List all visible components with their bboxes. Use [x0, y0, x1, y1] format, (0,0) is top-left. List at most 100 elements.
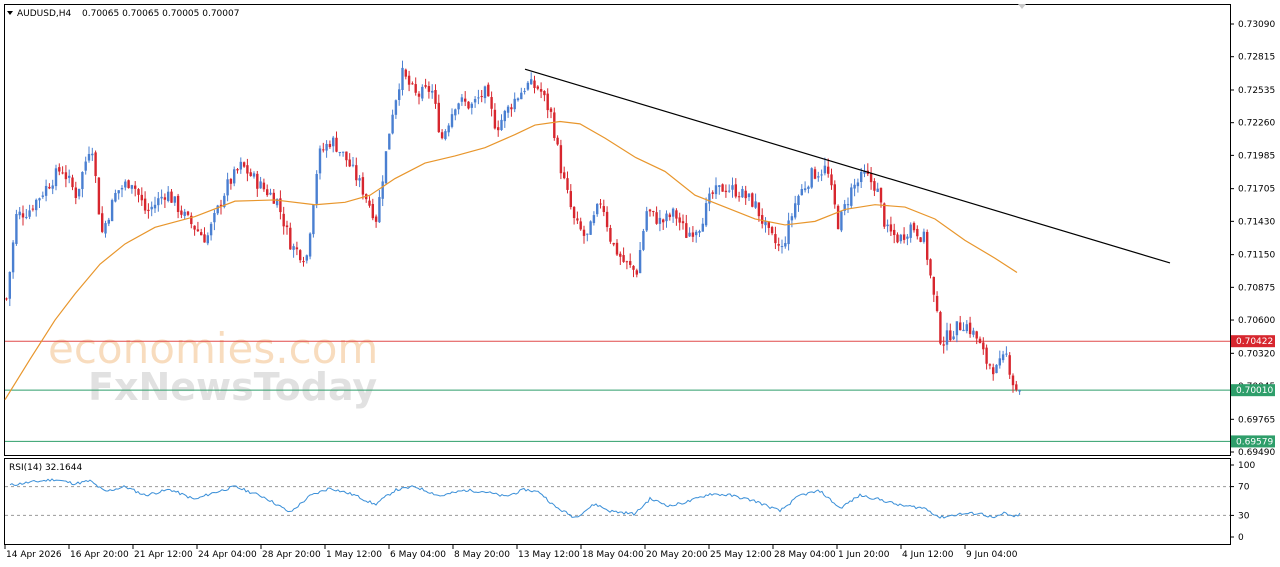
moving-average-line	[4, 120, 1018, 401]
candle-body	[120, 187, 124, 190]
candle-body	[754, 201, 757, 208]
support-price-tag	[1231, 384, 1275, 397]
candle-body	[374, 216, 378, 222]
candle-body	[434, 90, 437, 104]
candle-body	[724, 190, 728, 193]
candle-body	[173, 196, 176, 203]
candle-body	[460, 97, 464, 102]
scroll-marker-icon[interactable]	[1018, 4, 1026, 9]
candle-body	[922, 231, 926, 242]
candle-body	[850, 187, 853, 206]
candle-body	[483, 86, 487, 99]
candle-body	[932, 276, 935, 295]
lower-price-tag	[1231, 435, 1275, 448]
candle-body	[361, 177, 365, 195]
candle-body	[827, 166, 830, 174]
candle-body	[147, 209, 150, 212]
time-tick-label: 14 Apr 2026	[6, 550, 62, 560]
candle-body	[572, 206, 576, 219]
candle-body	[233, 169, 236, 184]
candle-body	[830, 174, 833, 186]
candle-body	[992, 367, 995, 375]
candle-body	[77, 188, 81, 197]
candle-body	[209, 223, 213, 236]
candle-body	[272, 192, 275, 204]
candle-body	[658, 217, 662, 224]
candle-body	[252, 173, 256, 177]
candle-body	[302, 261, 305, 263]
candle-body	[464, 98, 467, 102]
candle-body	[645, 211, 648, 231]
candle-body	[81, 171, 84, 190]
candle-body	[21, 213, 25, 218]
candle-body	[629, 261, 632, 265]
candles	[5, 60, 1021, 395]
candle-body	[358, 178, 361, 181]
candle-body	[767, 221, 770, 228]
resistance-price-tag-label: 0.70422	[1236, 337, 1273, 347]
candle-body	[734, 184, 737, 197]
candle-body	[378, 197, 381, 223]
candle-body	[150, 206, 153, 210]
candle-body	[959, 322, 962, 331]
candle-body	[942, 344, 945, 346]
candle-body	[856, 182, 860, 187]
time-axis: 14 Apr 2026 16 Apr 20:00 21 Apr 12:00 24 Ap…	[4, 545, 1018, 560]
candle-body	[926, 231, 929, 260]
candle-body	[840, 211, 843, 231]
candle-body	[275, 198, 279, 206]
candle-body	[414, 84, 417, 93]
rsi-line	[9, 478, 1021, 519]
candle-body	[107, 219, 110, 224]
rsi-pane: 100 70 30 0	[5, 461, 1255, 543]
candle-body	[803, 188, 807, 191]
candle-body	[256, 173, 259, 189]
candle-body	[711, 192, 714, 194]
candle-body	[817, 176, 820, 178]
candle-body	[536, 86, 539, 89]
candle-body	[493, 109, 497, 129]
candle-body	[741, 188, 744, 198]
candle-body	[1011, 375, 1015, 386]
candle-body	[285, 225, 289, 228]
candle-body	[368, 200, 371, 206]
candle-body	[262, 182, 266, 190]
candle-body	[896, 234, 899, 243]
price-tick-label: 0.72535	[1238, 86, 1275, 96]
candle-body	[714, 185, 718, 195]
time-tick-label: 20 May 20:00	[646, 550, 708, 560]
candle-body	[553, 112, 556, 138]
candle-body	[955, 321, 959, 336]
time-tick-label: 16 Apr 20:00	[70, 550, 129, 560]
candle-body	[902, 234, 906, 240]
candle-body	[424, 85, 427, 87]
candle-body	[157, 198, 160, 206]
candle-body	[134, 185, 137, 189]
candle-body	[104, 223, 107, 234]
rsi-pane-frame	[4, 458, 1231, 545]
candle-body	[998, 358, 1001, 366]
candle-body	[985, 347, 988, 364]
price-tick-label: 0.71150	[1238, 251, 1275, 261]
candle-body	[71, 177, 74, 188]
price-tick-label: 0.69765	[1238, 415, 1275, 425]
candle-body	[638, 250, 642, 274]
candle-body	[500, 119, 503, 131]
price-tick-label: 0.70875	[1238, 283, 1275, 293]
menu-triangle-icon[interactable]	[7, 11, 13, 15]
candle-body	[609, 228, 612, 242]
candle-body	[239, 161, 242, 170]
candle-body	[526, 82, 530, 90]
candle-body	[444, 131, 447, 140]
candle-body	[180, 210, 183, 215]
candle-body	[602, 206, 605, 213]
candle-body	[170, 191, 173, 203]
candle-body	[163, 197, 167, 200]
candle-body	[477, 97, 480, 99]
symbol-label: AUDUSD,H4	[17, 9, 72, 19]
candle-body	[1008, 355, 1011, 375]
candle-body	[338, 151, 341, 153]
time-tick-label: 9 Jun 04:00	[966, 550, 1018, 560]
candle-body	[912, 223, 916, 231]
candle-body	[876, 188, 879, 192]
